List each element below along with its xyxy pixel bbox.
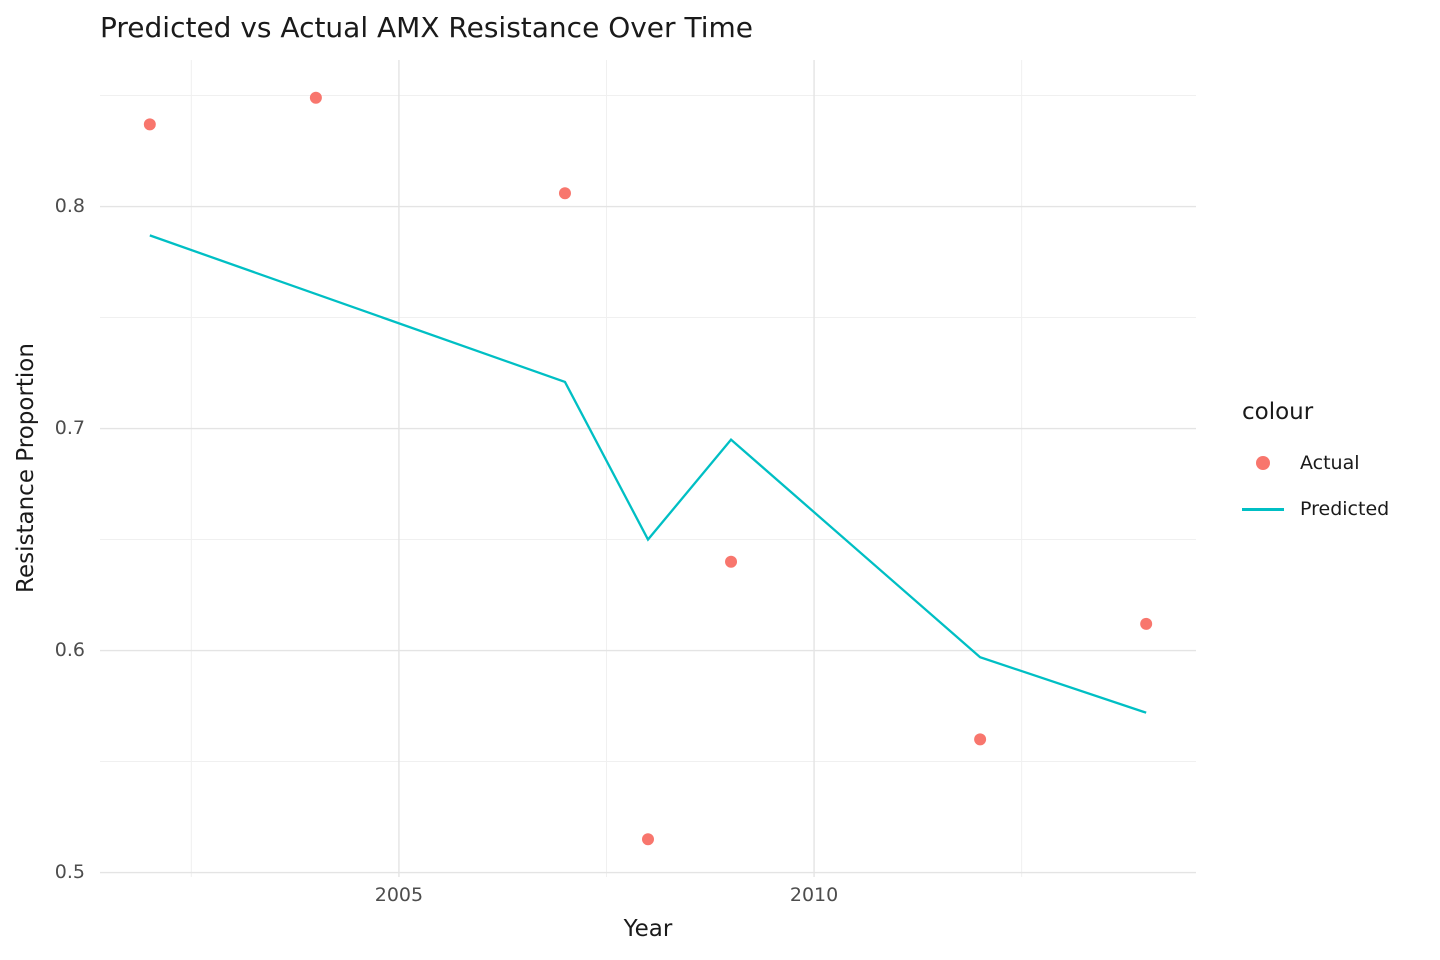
predicted-line bbox=[149, 234, 1147, 714]
actual-point-icon bbox=[1256, 456, 1270, 470]
actual-point bbox=[642, 833, 654, 846]
legend-label-predicted: Predicted bbox=[1300, 498, 1390, 520]
actual-point bbox=[974, 733, 987, 746]
legend-title: colour bbox=[1242, 399, 1314, 425]
legend-item-actual: Actual bbox=[1242, 446, 1432, 480]
chart-title: Predicted vs Actual AMX Resistance Over … bbox=[100, 11, 753, 44]
actual-point bbox=[309, 91, 322, 104]
actual-point bbox=[1140, 617, 1153, 630]
y-tick-label: 0.5 bbox=[54, 860, 85, 883]
legend-item-predicted: Predicted bbox=[1242, 492, 1432, 526]
x-tick-label: 2010 bbox=[789, 884, 839, 906]
actual-point bbox=[725, 555, 738, 568]
legend-key-actual bbox=[1242, 446, 1284, 480]
legend: colour Actual Predicted bbox=[1242, 399, 1432, 538]
x-tick-label: 2005 bbox=[374, 884, 424, 906]
predicted-line-icon bbox=[1242, 507, 1284, 511]
x-axis-title: Year bbox=[623, 916, 673, 942]
actual-point bbox=[143, 118, 156, 131]
legend-key-predicted bbox=[1242, 492, 1284, 526]
legend-label-actual: Actual bbox=[1300, 452, 1360, 474]
y-axis-title: Resistance Proportion bbox=[13, 343, 39, 593]
y-tick-label: 0.6 bbox=[54, 638, 85, 661]
y-tick-label: 0.8 bbox=[54, 194, 85, 217]
y-tick-label: 0.7 bbox=[54, 416, 85, 439]
actual-point bbox=[558, 187, 571, 200]
